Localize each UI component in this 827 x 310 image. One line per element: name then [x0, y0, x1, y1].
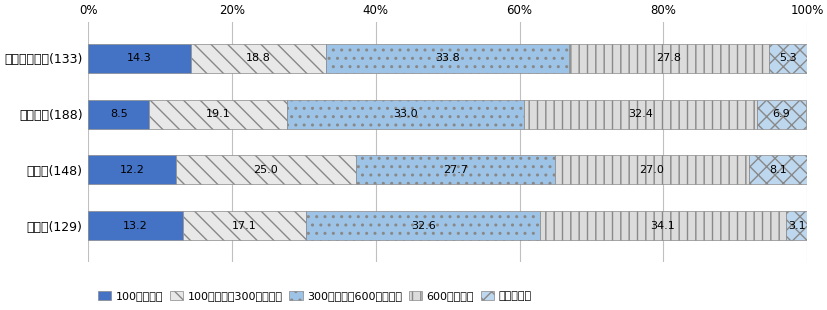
Text: 8.1: 8.1 — [768, 165, 786, 175]
Bar — [286, 100, 523, 129]
Text: 32.6: 32.6 — [410, 221, 435, 231]
Text: 12.2: 12.2 — [119, 165, 144, 175]
Bar — [88, 100, 149, 129]
Text: 3.1: 3.1 — [787, 221, 805, 231]
Bar — [149, 100, 286, 129]
Bar — [523, 100, 756, 129]
Bar — [88, 44, 191, 73]
Bar — [768, 44, 806, 73]
Text: 32.4: 32.4 — [627, 109, 652, 119]
Text: 34.1: 34.1 — [650, 221, 675, 231]
Bar — [540, 211, 785, 240]
Text: 25.0: 25.0 — [253, 165, 278, 175]
Bar — [554, 155, 748, 184]
Bar — [748, 155, 806, 184]
Text: 17.1: 17.1 — [232, 221, 256, 231]
Bar — [756, 100, 805, 129]
Bar — [191, 44, 326, 73]
Bar — [183, 211, 306, 240]
Text: 27.0: 27.0 — [638, 165, 663, 175]
Text: 33.0: 33.0 — [392, 109, 417, 119]
Bar — [88, 155, 175, 184]
Text: 14.3: 14.3 — [127, 53, 151, 63]
Bar — [568, 44, 768, 73]
Text: 5.3: 5.3 — [778, 53, 796, 63]
Bar — [306, 211, 540, 240]
Text: 19.1: 19.1 — [205, 109, 230, 119]
Bar — [355, 155, 554, 184]
Legend: 100万円以下, 100万円以上300万円未満, 300万円以上600万円未満, 600万円以上, わからない: 100万円以下, 100万円以上300万円未満, 300万円以上600万円未満,… — [93, 286, 536, 306]
Text: 33.8: 33.8 — [435, 53, 460, 63]
Text: 27.7: 27.7 — [442, 165, 467, 175]
Text: 18.8: 18.8 — [246, 53, 270, 63]
Text: 6.9: 6.9 — [772, 109, 790, 119]
Text: 27.8: 27.8 — [656, 53, 681, 63]
Bar — [175, 155, 355, 184]
Text: 13.2: 13.2 — [123, 221, 148, 231]
Text: 8.5: 8.5 — [110, 109, 127, 119]
Bar — [326, 44, 568, 73]
Bar — [88, 211, 183, 240]
Bar — [785, 211, 807, 240]
